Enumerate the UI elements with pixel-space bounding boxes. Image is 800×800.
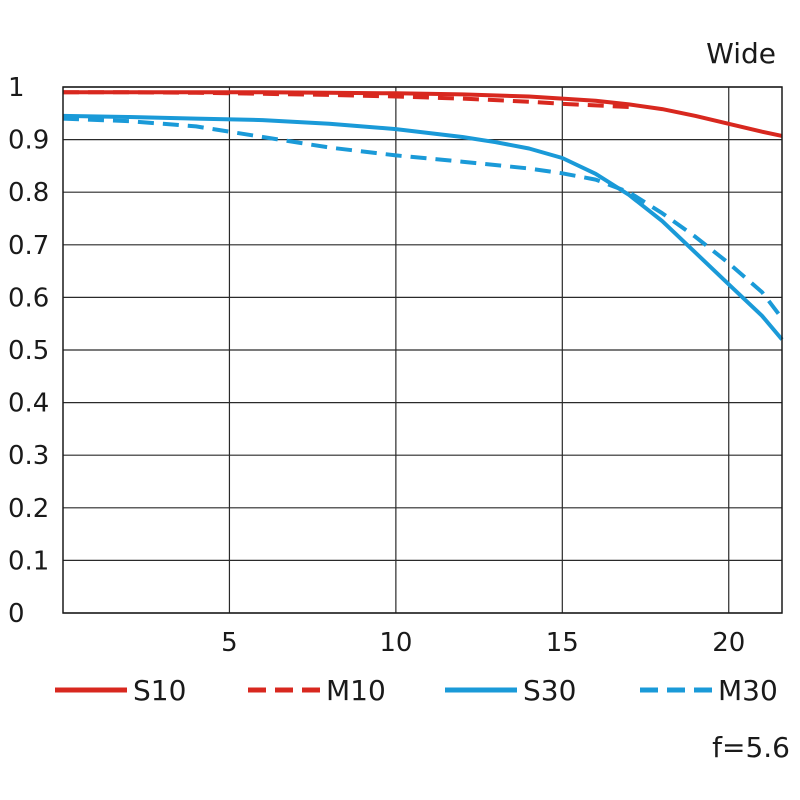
y-tick-label: 0.2 — [8, 494, 49, 524]
x-tick-label: 20 — [712, 628, 745, 658]
legend: S10 M10 S30 M30 — [55, 674, 778, 707]
plot-frame — [62, 86, 783, 614]
grid — [63, 86, 782, 614]
y-tick-labels: 0 0.1 0.2 0.3 0.4 0.5 0.6 0.7 0.8 0.9 1 — [8, 73, 49, 629]
y-tick-label: 0.9 — [8, 126, 49, 156]
legend-label-m10: M10 — [326, 674, 386, 707]
y-tick-label: 0 — [8, 599, 25, 629]
x-tick-label: 15 — [546, 628, 579, 658]
y-tick-label: 0.3 — [8, 441, 49, 471]
series-line-s30 — [62, 113, 784, 341]
y-tick-label: 0.4 — [8, 389, 49, 419]
legend-label-m30: M30 — [718, 674, 778, 707]
x-tick-label: 5 — [221, 628, 238, 658]
y-tick-label: 0.1 — [8, 546, 49, 576]
y-tick-label: 1 — [8, 73, 25, 103]
x-tick-label: 10 — [379, 628, 412, 658]
y-tick-label: 0.7 — [8, 231, 49, 261]
y-tick-label: 0.5 — [8, 336, 49, 366]
series-line-s10 — [63, 90, 783, 138]
series-line-m10 — [63, 90, 629, 109]
series-line-m30 — [62, 116, 784, 320]
chart-title: Wide — [706, 37, 776, 70]
y-tick-label: 0.6 — [8, 283, 49, 313]
x-tick-labels: 5 10 15 20 — [221, 628, 745, 658]
series-lines — [62, 90, 784, 341]
aperture-note: f=5.6 — [712, 731, 790, 764]
legend-label-s10: S10 — [133, 674, 186, 707]
legend-label-s30: S30 — [523, 674, 576, 707]
y-tick-label: 0.8 — [8, 178, 49, 208]
